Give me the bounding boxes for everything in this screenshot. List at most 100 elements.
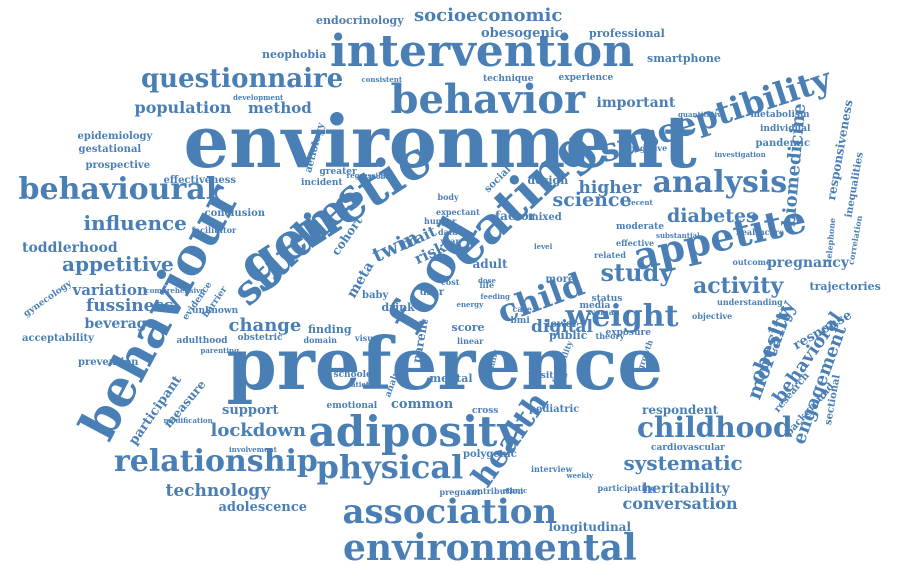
cloud-word: public bbox=[549, 328, 588, 342]
cloud-word: smartphone bbox=[647, 51, 721, 65]
cloud-word: woman bbox=[588, 307, 620, 317]
cloud-word: conclusion bbox=[204, 208, 266, 219]
cloud-word: intervention bbox=[330, 26, 635, 77]
cloud-word: childhood bbox=[637, 411, 793, 444]
cloud-word: healthcare bbox=[736, 227, 784, 237]
cloud-word: factor bbox=[495, 209, 536, 223]
cloud-word: obstetric bbox=[237, 332, 283, 343]
cloud-word: change bbox=[228, 315, 302, 336]
cloud-word: acceptability bbox=[22, 333, 94, 344]
cloud-word: beverage bbox=[84, 316, 156, 332]
cloud-word: contribution bbox=[467, 486, 524, 496]
cloud-word: data bbox=[438, 227, 458, 237]
cloud-word: variation bbox=[72, 280, 148, 299]
cloud-word: socioeconomic bbox=[414, 5, 563, 26]
cloud-word: neophobia bbox=[262, 47, 327, 61]
cloud-word: body bbox=[437, 192, 459, 202]
cloud-word: study bbox=[600, 258, 674, 287]
cloud-word: obesogenic bbox=[481, 25, 563, 41]
cloud-word: gestational bbox=[78, 144, 142, 155]
cloud-word: mixed bbox=[528, 212, 562, 223]
cloud-word: polygenic bbox=[463, 449, 517, 460]
cloud-word: exposure bbox=[605, 327, 651, 338]
cloud-word: support bbox=[222, 402, 279, 418]
cloud-word: science bbox=[552, 188, 632, 211]
cloud-word: unknown bbox=[192, 305, 239, 316]
cloud-word: involvement bbox=[229, 444, 277, 454]
cloud-word: schooler bbox=[333, 369, 377, 380]
cloud-word: technique bbox=[483, 73, 534, 84]
cloud-word: dose bbox=[478, 275, 496, 285]
cloud-word: important bbox=[596, 95, 676, 111]
cloud-word: digital bbox=[531, 316, 594, 337]
cloud-word: life bbox=[479, 280, 495, 290]
cloud-word: pandemic bbox=[755, 138, 811, 149]
cloud-word: substantial bbox=[656, 230, 700, 240]
cloud-word: adult bbox=[472, 257, 508, 271]
cloud-word: interview bbox=[531, 464, 573, 474]
cloud-word: development bbox=[233, 92, 284, 102]
cloud-word: objective bbox=[692, 311, 733, 321]
cloud-word: care bbox=[512, 304, 532, 314]
cloud-word: modification bbox=[163, 415, 213, 425]
cloud-word: mental bbox=[429, 371, 473, 385]
cloud-word: consistent bbox=[361, 74, 403, 84]
cloud-word: population bbox=[134, 98, 232, 117]
cloud-word: participating bbox=[597, 483, 657, 493]
cloud-word: experience bbox=[558, 72, 614, 83]
cloud-word: method bbox=[248, 98, 312, 117]
cloud-word: common bbox=[391, 396, 454, 412]
cloud-word: understanding bbox=[717, 297, 783, 307]
cloud-word: outcome bbox=[732, 257, 772, 267]
cloud-word: bmi bbox=[510, 315, 530, 326]
cloud-word: weight bbox=[565, 299, 679, 334]
cloud-word: recent bbox=[627, 197, 653, 207]
cloud-word: individual bbox=[760, 123, 811, 134]
cloud-word: association bbox=[342, 492, 558, 532]
cloud-word: cardiovascular bbox=[651, 442, 725, 453]
cloud-word: pregnancy bbox=[767, 255, 849, 271]
cloud-word: regression bbox=[346, 170, 388, 180]
cloud-word: quantitative bbox=[678, 109, 726, 119]
cloud-word: greater bbox=[319, 166, 357, 177]
cloud-word: visual bbox=[355, 333, 382, 343]
cloud-word: more bbox=[545, 274, 575, 285]
cloud-word: media bbox=[579, 300, 611, 311]
cloud-word: status bbox=[591, 293, 623, 304]
cloud-word: type bbox=[448, 243, 468, 253]
cloud-word: cost bbox=[441, 277, 460, 287]
cloud-word: effectiveness bbox=[163, 175, 237, 186]
cloud-word: pregnant bbox=[439, 487, 481, 497]
cloud-word: pediatric bbox=[529, 404, 580, 415]
cloud-word: expectant bbox=[436, 207, 480, 217]
cloud-word: diabetes bbox=[667, 204, 757, 227]
cloud-word: lower bbox=[546, 319, 578, 330]
cloud-word: related bbox=[594, 250, 626, 260]
cloud-word: technology bbox=[165, 480, 271, 501]
cloud-word: behavioural bbox=[18, 172, 218, 207]
cloud-word: professional bbox=[589, 26, 665, 40]
cloud-word: satiety bbox=[347, 379, 374, 389]
cloud-word: mobile bbox=[368, 171, 396, 181]
cloud-word: incident bbox=[301, 177, 343, 188]
cloud-word: heritability bbox=[642, 481, 730, 497]
cloud-word: activity bbox=[693, 273, 784, 299]
cloud-word: negative bbox=[629, 143, 668, 153]
cloud-word: adolescence bbox=[218, 499, 308, 515]
cloud-word: linear bbox=[457, 336, 484, 346]
cloud-word: systematic bbox=[623, 451, 743, 475]
cloud-word: finding bbox=[308, 322, 352, 336]
cloud-word: drink bbox=[381, 300, 415, 314]
cloud-word: analysis bbox=[652, 165, 788, 200]
cloud-word: biomedicine bbox=[778, 102, 811, 228]
cloud-word: prevention bbox=[78, 357, 139, 368]
cloud-word: comprehensive bbox=[145, 285, 205, 295]
cloud-word: longitudinal bbox=[548, 520, 632, 534]
cloud-word: level bbox=[534, 241, 553, 251]
cloud-word: adulthood bbox=[176, 335, 228, 346]
cloud-word: score bbox=[451, 320, 485, 334]
cloud-word: gynecology bbox=[21, 278, 74, 319]
cloud-word: hunger bbox=[424, 216, 457, 226]
cloud-word: adiposity bbox=[308, 407, 522, 456]
cloud-word: questionnaire bbox=[141, 64, 344, 94]
